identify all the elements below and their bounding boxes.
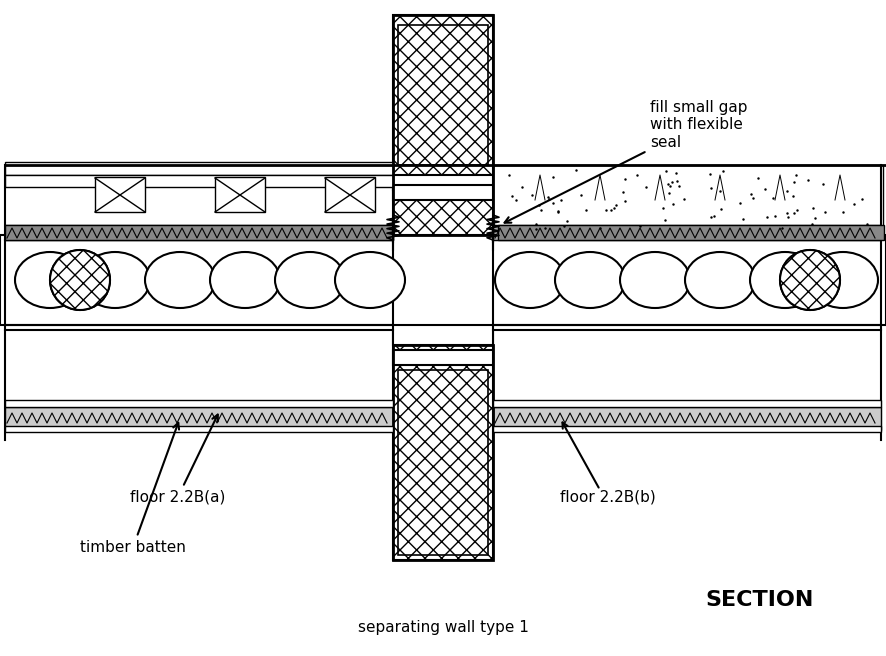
Bar bbox=[393, 15, 493, 235]
Ellipse shape bbox=[275, 252, 345, 308]
Ellipse shape bbox=[15, 252, 85, 308]
Bar bbox=[0, 235, 393, 325]
Bar bbox=[5, 400, 393, 407]
Ellipse shape bbox=[808, 252, 878, 308]
Text: timber batten: timber batten bbox=[80, 423, 186, 555]
Bar bbox=[393, 185, 493, 200]
Bar bbox=[398, 370, 488, 555]
Text: SECTION: SECTION bbox=[706, 590, 814, 610]
Bar bbox=[393, 15, 493, 235]
Text: fill small gap
with flexible
seal: fill small gap with flexible seal bbox=[504, 100, 748, 222]
Bar bbox=[95, 177, 145, 212]
Bar bbox=[5, 225, 393, 240]
Bar bbox=[493, 235, 886, 325]
Bar bbox=[493, 407, 881, 430]
Ellipse shape bbox=[335, 252, 405, 308]
Bar bbox=[5, 175, 393, 187]
Bar bbox=[325, 177, 375, 212]
Circle shape bbox=[780, 250, 840, 310]
Ellipse shape bbox=[210, 252, 280, 308]
Bar bbox=[393, 330, 493, 560]
Ellipse shape bbox=[495, 252, 565, 308]
Bar bbox=[393, 350, 493, 365]
Ellipse shape bbox=[555, 252, 625, 308]
Bar bbox=[393, 175, 493, 190]
Circle shape bbox=[780, 250, 840, 310]
Ellipse shape bbox=[685, 252, 755, 308]
Bar bbox=[5, 162, 393, 175]
Bar bbox=[393, 345, 493, 560]
Bar bbox=[493, 165, 883, 235]
Text: floor 2.2B(a): floor 2.2B(a) bbox=[130, 415, 225, 505]
Bar bbox=[5, 225, 393, 240]
Bar bbox=[393, 325, 493, 345]
Ellipse shape bbox=[750, 252, 820, 308]
Ellipse shape bbox=[620, 252, 690, 308]
Ellipse shape bbox=[80, 252, 150, 308]
Bar bbox=[5, 407, 393, 430]
Circle shape bbox=[50, 250, 110, 310]
Bar bbox=[498, 225, 884, 240]
Ellipse shape bbox=[145, 252, 215, 308]
Bar bbox=[493, 225, 881, 240]
Text: floor 2.2B(b): floor 2.2B(b) bbox=[560, 490, 656, 505]
Bar bbox=[215, 177, 265, 212]
Circle shape bbox=[50, 250, 110, 310]
Bar bbox=[493, 426, 881, 432]
Bar bbox=[398, 25, 488, 165]
Text: separating wall type 1: separating wall type 1 bbox=[358, 620, 528, 635]
Bar bbox=[5, 426, 393, 432]
Bar bbox=[493, 400, 881, 407]
